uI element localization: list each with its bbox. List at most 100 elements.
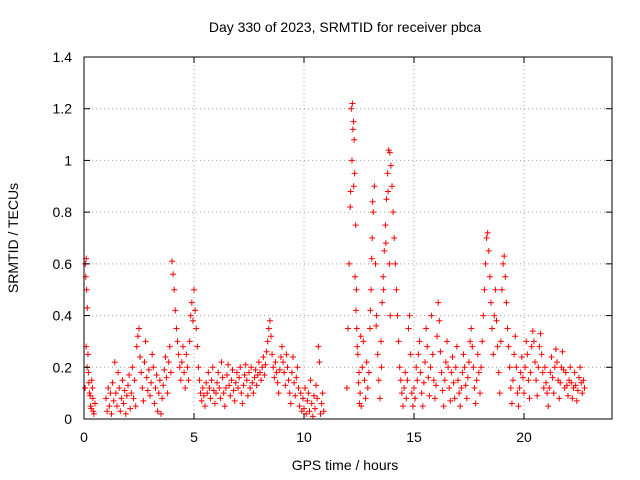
data-point	[133, 343, 140, 350]
data-point	[161, 366, 168, 373]
data-point	[489, 325, 496, 332]
data-point	[400, 403, 406, 410]
data-point	[211, 400, 218, 407]
data-point	[430, 377, 437, 384]
x-axis-label: GPS time / hours	[292, 457, 399, 473]
data-point	[123, 392, 130, 399]
data-point	[546, 384, 553, 391]
data-point	[351, 170, 358, 177]
data-point	[116, 384, 123, 391]
data-point	[304, 397, 311, 404]
data-point	[221, 403, 228, 410]
data-point	[109, 379, 116, 386]
data-point	[455, 377, 461, 384]
data-point	[227, 392, 234, 399]
data-point	[543, 379, 549, 386]
data-point	[189, 317, 196, 324]
data-point	[380, 286, 387, 293]
grid	[84, 57, 612, 419]
data-point	[356, 400, 363, 407]
data-point	[276, 366, 283, 373]
data-point	[141, 359, 148, 366]
data-point	[353, 325, 360, 332]
data-point	[220, 390, 227, 397]
data-point	[154, 408, 161, 415]
data-point	[544, 390, 551, 397]
data-point	[442, 359, 449, 366]
data-point	[375, 377, 382, 384]
data-point	[88, 377, 95, 384]
data-point	[274, 379, 281, 386]
data-point	[213, 390, 219, 397]
data-point	[405, 325, 412, 332]
data-point	[121, 387, 128, 394]
data-point	[401, 384, 408, 391]
data-point	[313, 382, 320, 389]
data-point	[172, 307, 179, 314]
data-point	[376, 395, 383, 402]
data-point	[468, 325, 475, 332]
data-point	[470, 364, 477, 371]
data-point	[252, 366, 259, 373]
data-point	[525, 377, 532, 384]
data-point	[283, 351, 290, 358]
data-point	[556, 395, 563, 402]
data-point	[368, 255, 375, 262]
data-point	[180, 343, 186, 350]
data-point	[184, 364, 191, 371]
data-point	[207, 395, 214, 402]
data-point	[241, 372, 248, 379]
data-point	[412, 395, 419, 402]
y-tick-label: 1	[64, 152, 72, 168]
data-point	[202, 403, 208, 410]
data-point	[291, 379, 298, 386]
data-point	[86, 390, 93, 397]
data-point	[111, 359, 118, 366]
data-point	[163, 374, 170, 381]
data-point	[440, 403, 447, 410]
data-point	[572, 382, 579, 389]
data-point	[378, 364, 385, 371]
x-tick-label: 5	[190, 429, 198, 445]
data-point	[127, 405, 134, 412]
data-point	[288, 369, 295, 376]
data-point	[139, 384, 146, 391]
data-point	[447, 397, 454, 404]
data-point	[203, 379, 210, 386]
data-point	[217, 395, 224, 402]
data-point	[272, 359, 279, 366]
data-point	[319, 390, 326, 397]
data-point	[169, 258, 175, 265]
data-point	[255, 359, 262, 366]
data-point	[519, 374, 526, 381]
data-point	[310, 392, 317, 399]
data-point	[414, 377, 421, 384]
data-point	[194, 343, 201, 350]
data-point	[449, 353, 456, 360]
data-point	[200, 392, 207, 399]
data-point	[444, 338, 450, 345]
data-point	[477, 390, 483, 397]
data-point	[351, 136, 358, 143]
data-point	[573, 397, 580, 404]
data-point	[387, 312, 394, 319]
data-point	[258, 377, 265, 384]
data-point	[481, 286, 488, 293]
data-point	[250, 390, 257, 397]
data-point	[452, 364, 459, 371]
data-point	[166, 343, 173, 350]
data-point	[463, 395, 470, 402]
x-tick-label: 0	[80, 429, 88, 445]
data-point	[515, 403, 522, 410]
data-point	[439, 387, 446, 394]
data-point	[369, 198, 376, 205]
data-point	[357, 333, 364, 340]
data-point	[554, 359, 560, 366]
data-point	[385, 188, 392, 195]
data-point	[346, 260, 353, 267]
data-point	[479, 338, 486, 345]
data-point	[391, 235, 398, 241]
data-point	[270, 364, 277, 371]
data-point	[441, 377, 448, 384]
data-point	[151, 400, 158, 407]
